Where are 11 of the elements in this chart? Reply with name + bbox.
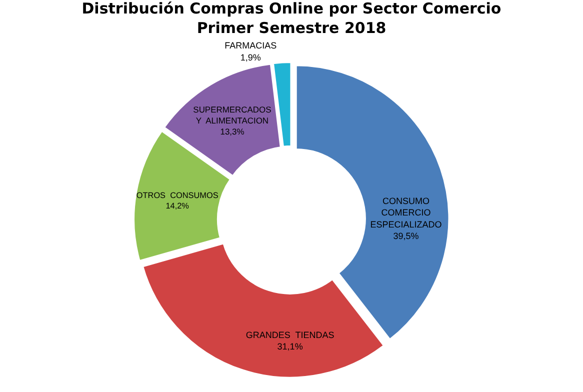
data-label: 39,5% [393,231,419,242]
slice-label: FARMACIAS [224,40,277,51]
slice-label: SUPERMERCADOS Y ALIMENTACION [193,104,272,126]
data-label: 14,2% [166,202,189,211]
slice-label: OTROS CONSUMOS [136,190,219,200]
data-label: 1,9% [240,52,261,62]
slice-label: GRANDES TIENDAS [246,330,334,340]
data-label: 31,1% [277,342,303,352]
slice-label: CONSUMO COMERCIO ESPECIALIZADO [370,196,442,230]
data-label: 13,3% [220,126,245,136]
chart-title: Distribución Compras Online por Sector Comercio Primer Semestre 2018 [82,0,502,38]
